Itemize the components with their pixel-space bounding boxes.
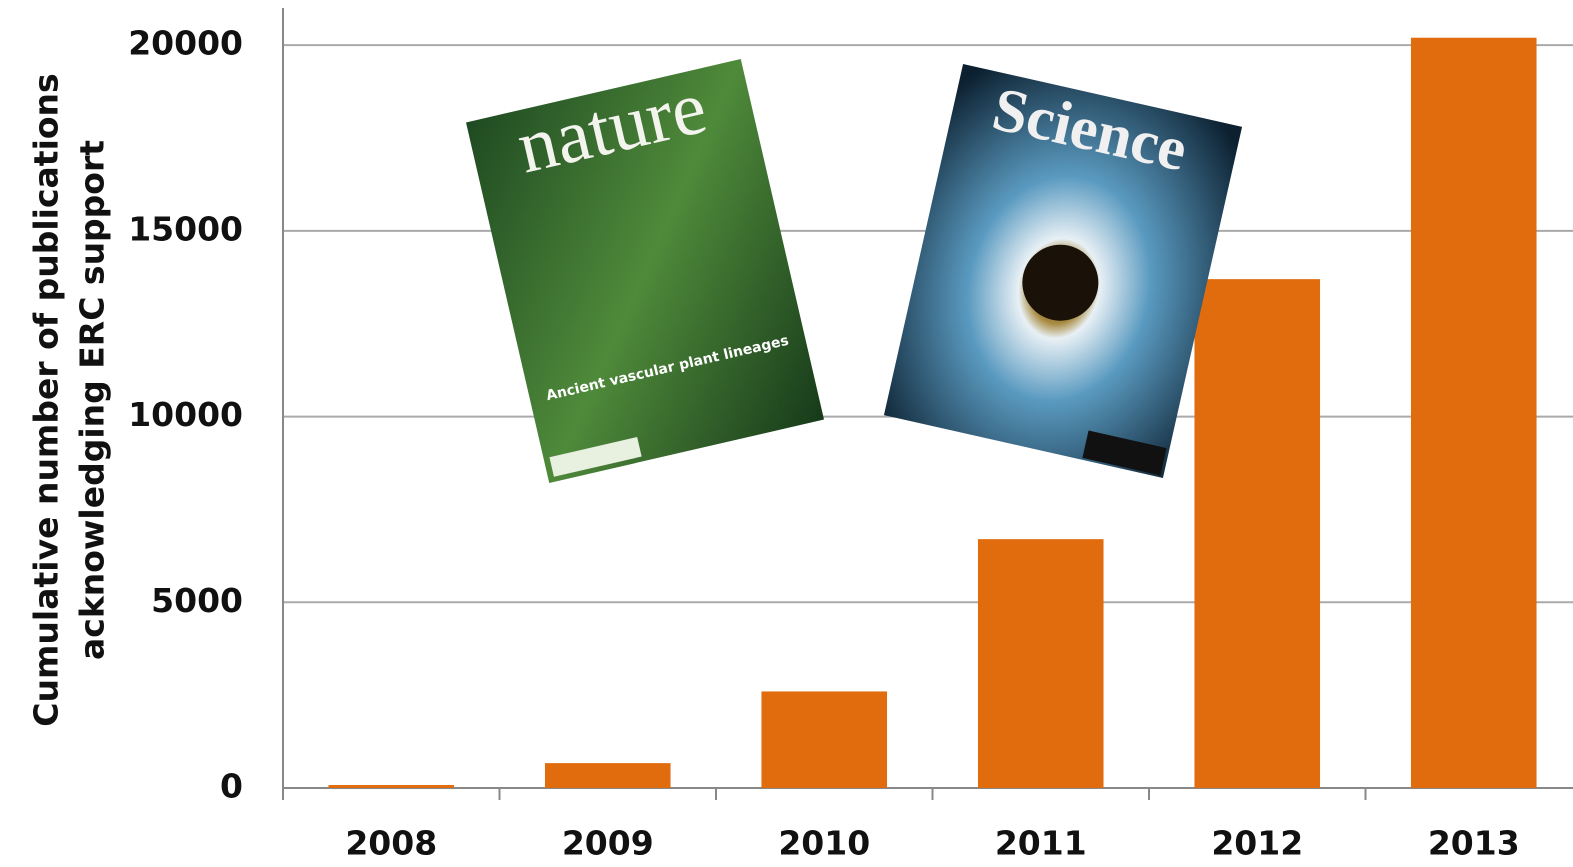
x-tick-label: 2008 bbox=[345, 824, 437, 863]
cover-sphere bbox=[1022, 244, 1099, 321]
nature-cover: nature Ancient vascular plant lineages bbox=[465, 59, 825, 483]
x-tick-label: 2013 bbox=[1428, 824, 1520, 863]
bar bbox=[1410, 37, 1537, 788]
plot-area: 0 5000 10000 15000 20000 2008 2009 2010 2011 2012… bbox=[128, 8, 1573, 863]
science-cover: Science bbox=[883, 63, 1243, 479]
cover-box bbox=[549, 437, 642, 477]
cover-images: nature Ancient vascular plant lineages S… bbox=[465, 59, 1243, 483]
bar bbox=[1194, 279, 1321, 788]
cover-box bbox=[1082, 430, 1167, 476]
x-tick-label: 2010 bbox=[778, 824, 870, 863]
y-tick-label: 0 bbox=[220, 767, 243, 806]
bar bbox=[544, 763, 671, 788]
y-axis-title: Cumulative number of publications bbox=[27, 73, 66, 726]
y-tick-label: 5000 bbox=[151, 581, 243, 620]
y-tick-label: 20000 bbox=[128, 24, 243, 63]
y-axis-title: acknowledging ERC support bbox=[73, 140, 112, 660]
x-tick-label: 2011 bbox=[995, 824, 1087, 863]
bar bbox=[977, 539, 1104, 788]
y-tick-label: 15000 bbox=[128, 209, 243, 248]
bar bbox=[328, 785, 455, 788]
bar bbox=[761, 691, 888, 788]
cover-background bbox=[465, 59, 825, 483]
x-tick-label: 2009 bbox=[562, 824, 654, 863]
y-tick-label: 10000 bbox=[128, 395, 243, 434]
x-tick-label: 2012 bbox=[1211, 824, 1303, 863]
